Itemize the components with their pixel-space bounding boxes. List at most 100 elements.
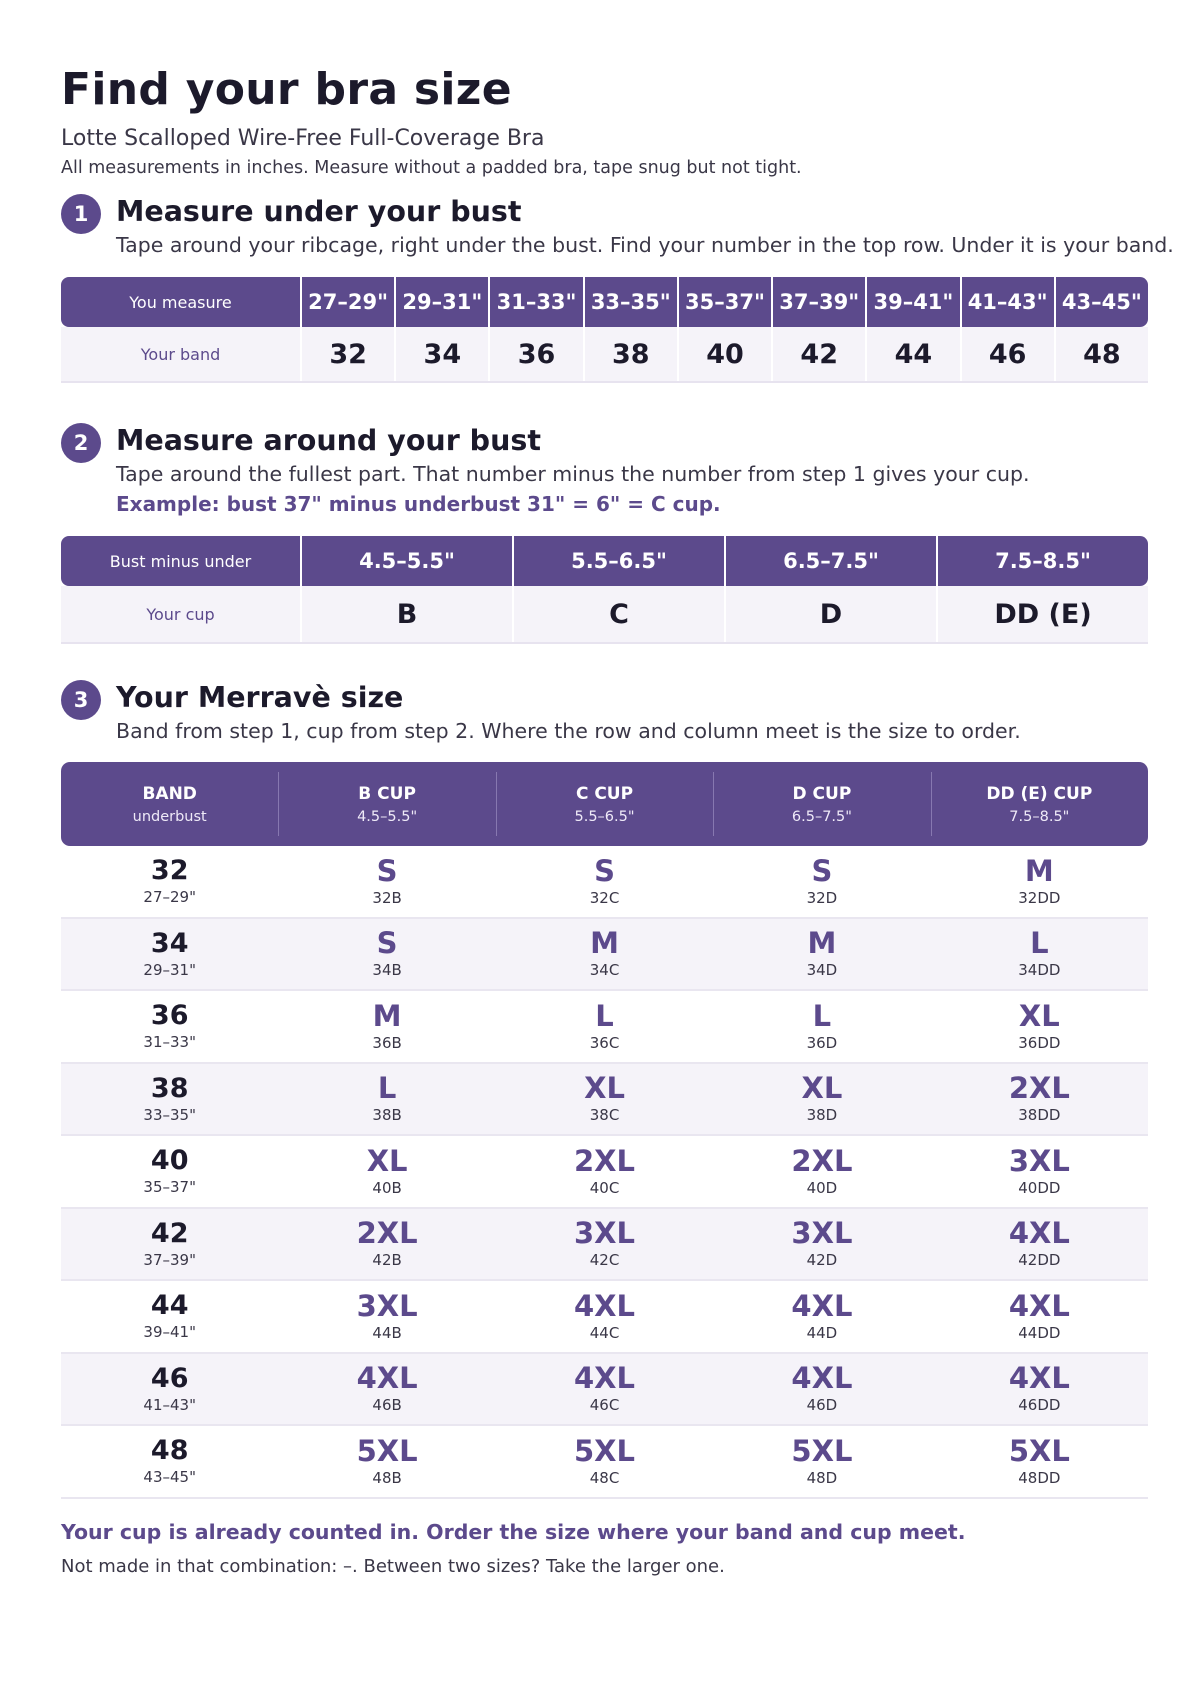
product-name: Lotte Scalloped Wire-Free Full-Coverage … xyxy=(61,126,545,151)
size-cell: L 38B xyxy=(278,1064,495,1135)
size-code: 44D xyxy=(806,1323,838,1342)
measure-cell: 41–43" xyxy=(959,277,1054,327)
measure-cell: 43–45" xyxy=(1053,277,1148,327)
column-header-band: BAND underbust xyxy=(61,762,278,846)
size-value: S xyxy=(376,853,398,888)
size-code: 46C xyxy=(589,1396,620,1415)
size-code: 46DD xyxy=(1018,1396,1061,1415)
size-code: 36DD xyxy=(1018,1033,1061,1052)
cup-table-header-row: Bust minus under 4.5–5.5" 5.5–6.5" 6.5–7… xyxy=(61,536,1148,586)
band-cell: 48 43–45" xyxy=(61,1426,278,1497)
size-code: 48B xyxy=(372,1468,402,1487)
band-table-row-label: You measure xyxy=(129,292,232,312)
size-code: 32B xyxy=(372,888,402,907)
band-cell: 40 xyxy=(676,327,771,381)
step-1-badge: 1 xyxy=(61,194,101,234)
column-header-label: D CUP xyxy=(792,783,852,804)
size-value: L xyxy=(595,998,614,1033)
size-code: 38DD xyxy=(1018,1106,1061,1125)
size-cell: S 32C xyxy=(496,846,713,917)
table-row: 42 37–39" 2XL 42B 3XL 42C 3XL 42D 4XL 42DD xyxy=(61,1208,1148,1281)
size-value: XL xyxy=(584,1071,625,1106)
size-cell: XL 40B xyxy=(278,1136,495,1207)
size-value: 4XL xyxy=(791,1288,853,1323)
band-range: 35–37" xyxy=(143,1178,196,1197)
size-value: 4XL xyxy=(574,1288,636,1323)
step-3-title: Your Merravè size xyxy=(116,681,404,714)
band-number: 48 xyxy=(150,1435,189,1467)
band-range: 41–43" xyxy=(143,1395,196,1414)
band-table-header-row: You measure 27–29" 29–31" 31–33" 33–35" … xyxy=(61,277,1148,327)
size-value: M xyxy=(807,926,837,961)
column-header-label: C CUP xyxy=(575,783,634,804)
size-value: XL xyxy=(366,1143,408,1178)
size-value: 2XL xyxy=(791,1143,853,1178)
column-header-b-cup: B CUP 4.5–5.5" xyxy=(278,762,495,846)
band-number: 44 xyxy=(150,1290,189,1322)
measure-cell: 35–37" xyxy=(676,277,771,327)
size-cell: 4XL 44C xyxy=(496,1281,713,1352)
size-value: S xyxy=(376,926,398,961)
size-cell: 4XL 44D xyxy=(713,1281,930,1352)
measure-cell: 31–33" xyxy=(488,277,582,327)
size-code: 36C xyxy=(589,1033,620,1052)
band-number: 46 xyxy=(150,1362,189,1394)
step-2-example: Example: bust 37" minus underbust 31" = … xyxy=(116,492,721,516)
footer-note: Not made in that combination: –. Between… xyxy=(61,1556,725,1577)
size-value: 5XL xyxy=(574,1433,636,1468)
size-code: 48DD xyxy=(1018,1468,1061,1487)
size-cell: M 36B xyxy=(278,991,495,1062)
size-cell: L 36D xyxy=(713,991,930,1062)
table-row: 36 31–33" M 36B L 36C L 36D XL 36DD xyxy=(61,991,1148,1064)
column-header-label: BAND xyxy=(142,783,197,804)
band-range: 27–29" xyxy=(143,888,196,907)
size-cell: 2XL 42B xyxy=(278,1209,495,1280)
band-cell: 42 37–39" xyxy=(61,1209,278,1280)
size-value: L xyxy=(1030,926,1049,961)
band-cell: 44 xyxy=(865,327,959,381)
size-value: 3XL xyxy=(1008,1143,1070,1178)
cup-cell: C xyxy=(512,586,724,642)
size-cell: XL 36DD xyxy=(931,991,1148,1062)
size-table-body: 32 27–29" S 32B S 32C S 32D M 32DD 34 29–31" S 34B M 34… xyxy=(61,846,1148,1499)
band-cell: 32 27–29" xyxy=(61,846,278,917)
cup-table: Bust minus under 4.5–5.5" 5.5–6.5" 6.5–7… xyxy=(61,536,1148,644)
footer-instruction: Your cup is already counted in. Order th… xyxy=(61,1520,966,1544)
measure-cell: 27–29" xyxy=(300,277,394,327)
size-value: 4XL xyxy=(1008,1361,1070,1396)
cup-table-row-label: Your cup xyxy=(146,604,215,624)
step-3-description: Band from step 1, cup from step 2. Where… xyxy=(116,719,1021,743)
column-header-sub: 4.5–5.5" xyxy=(357,808,418,825)
size-code: 48C xyxy=(589,1468,620,1487)
size-cell: 3XL 42D xyxy=(713,1209,930,1280)
step-1-header: 1 Measure under your bust xyxy=(61,194,1148,234)
size-value: 3XL xyxy=(356,1288,418,1323)
size-cell: M 34D xyxy=(713,919,930,990)
size-code: 44C xyxy=(589,1323,620,1342)
size-value: 4XL xyxy=(1008,1216,1070,1251)
size-cell: 3XL 44B xyxy=(278,1281,495,1352)
column-header-sub: 5.5–6.5" xyxy=(574,808,635,825)
table-row: 44 39–41" 3XL 44B 4XL 44C 4XL 44D 4XL 44DD xyxy=(61,1281,1148,1354)
band-number: 40 xyxy=(150,1145,189,1177)
size-value: 4XL xyxy=(1008,1288,1070,1323)
band-range: 37–39" xyxy=(143,1250,196,1269)
table-row: 38 33–35" L 38B XL 38C XL 38D 2XL 38DD xyxy=(61,1063,1148,1136)
step-1-description: Tape around your ribcage, right under th… xyxy=(116,233,1174,257)
table-row: 46 41–43" 4XL 46B 4XL 46C 4XL 46D 4XL 46DD xyxy=(61,1353,1148,1426)
band-cell: 44 39–41" xyxy=(61,1281,278,1352)
size-cell: S 32B xyxy=(278,846,495,917)
size-code: 42C xyxy=(589,1251,620,1270)
size-code: 46D xyxy=(806,1396,838,1415)
size-cell: L 34DD xyxy=(931,919,1148,990)
size-code: 42DD xyxy=(1018,1251,1061,1270)
size-code: 32C xyxy=(589,888,620,907)
column-header-sub: underbust xyxy=(132,808,207,825)
size-cell: XL 38D xyxy=(713,1064,930,1135)
size-cell: 4XL 46B xyxy=(278,1354,495,1425)
size-code: 36D xyxy=(806,1033,838,1052)
column-header-sub: 7.5–8.5" xyxy=(1009,808,1070,825)
band-table-row-label: Your band xyxy=(140,344,221,364)
measure-cell: 29–31" xyxy=(394,277,488,327)
size-cell: 5XL 48D xyxy=(713,1426,930,1497)
